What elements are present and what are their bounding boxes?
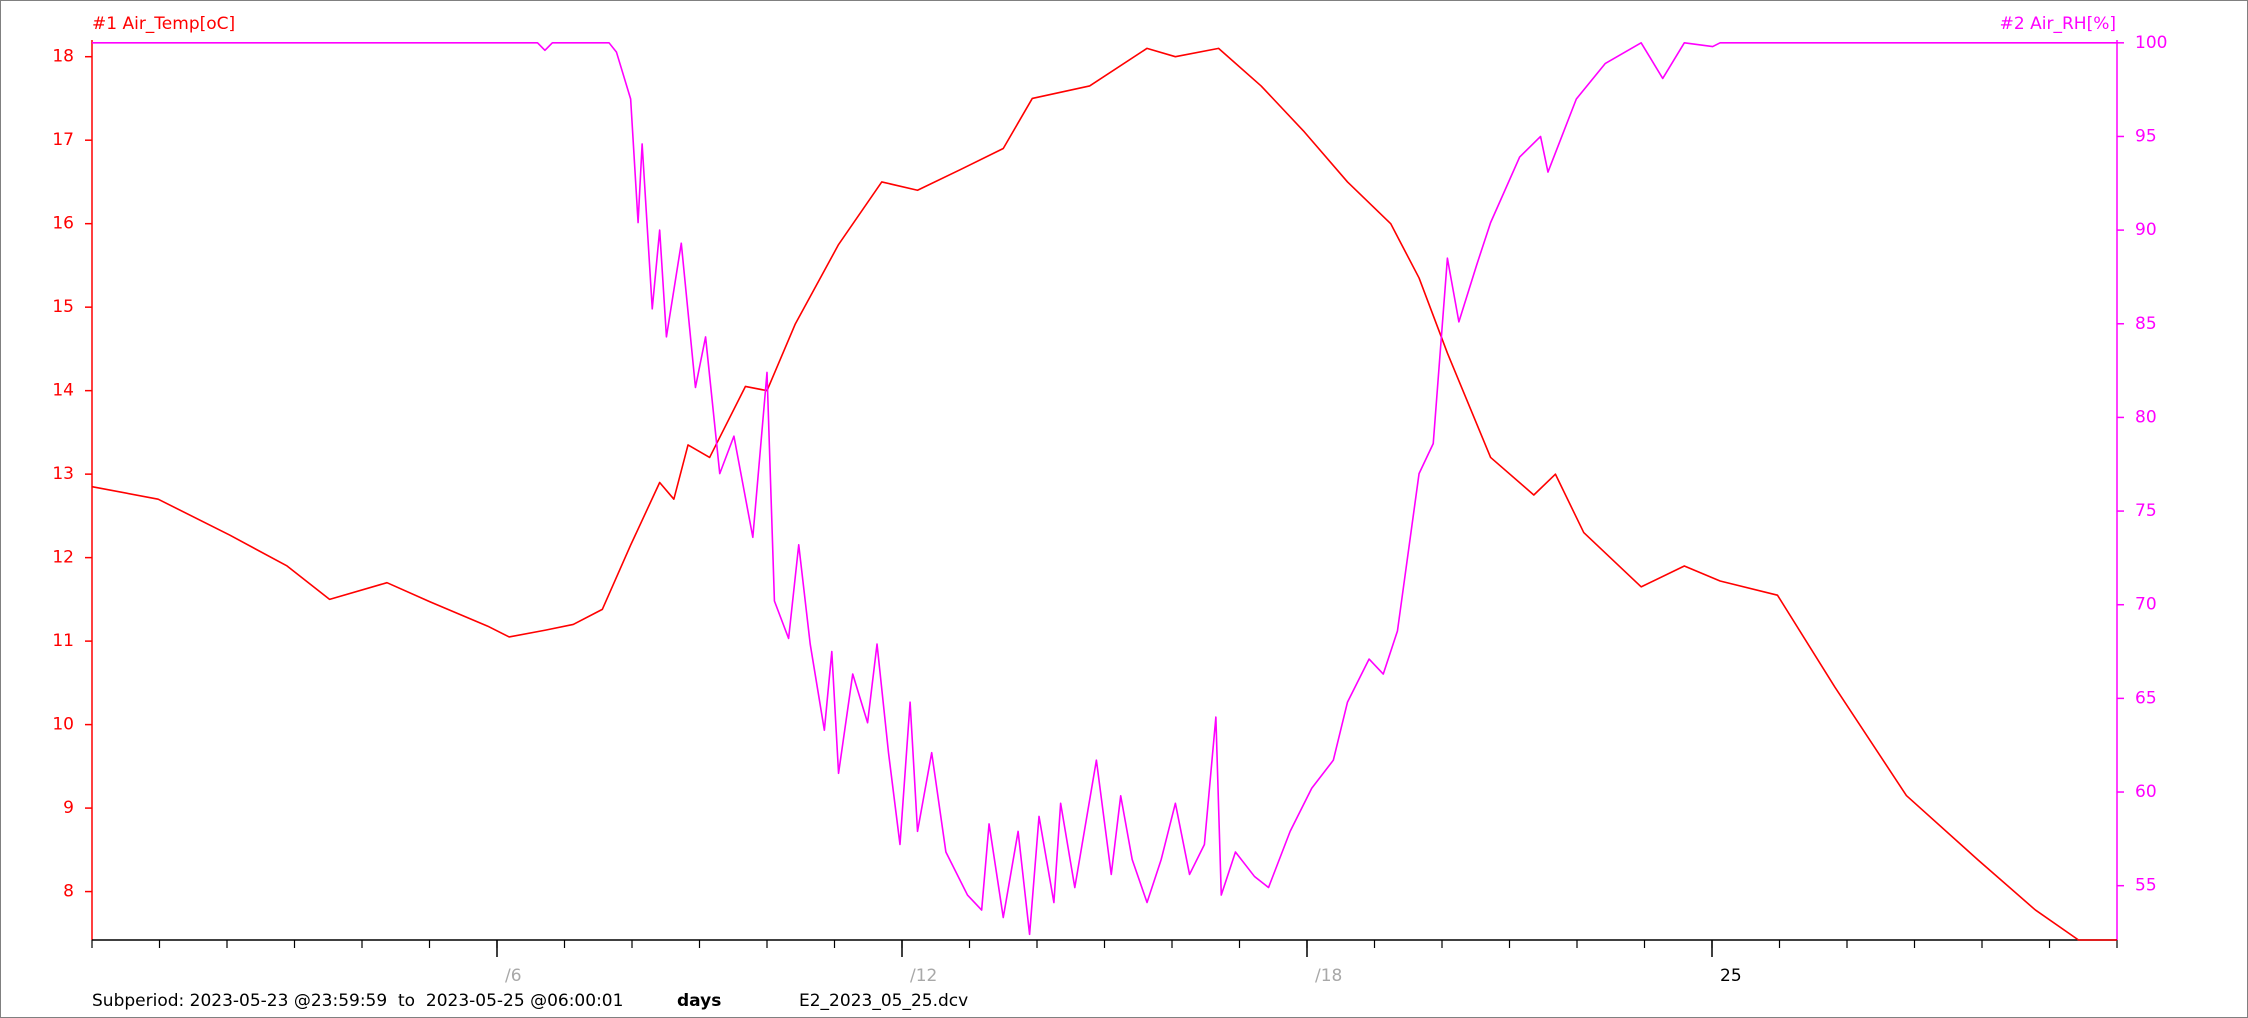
x-tick-label: /18: [1315, 966, 1342, 986]
y2-axis-title: #2 Air_RH[%]: [2000, 14, 2116, 34]
y2-tick-label: 55: [2135, 876, 2157, 896]
subperiod: Subperiod: 2023-05-23 @23:59:59 to 2023-…: [92, 991, 623, 1011]
y-tick-label: 9: [63, 798, 74, 818]
y2-tick-label: 100: [2135, 33, 2167, 53]
y-tick-label: 12: [52, 548, 74, 568]
y2-tick-label: 65: [2135, 688, 2157, 708]
y2-tick-label: 75: [2135, 501, 2157, 521]
x-tick-label: 25: [1720, 966, 1742, 986]
y2-tick-label: 95: [2135, 126, 2157, 146]
x-tick-label: /12: [910, 966, 937, 986]
y-tick-label: 8: [63, 882, 74, 902]
x-tick-label: /6: [505, 966, 522, 986]
y-tick-label: 15: [52, 297, 74, 317]
y-tick-label: 10: [52, 715, 74, 735]
y-tick-label: 18: [52, 47, 74, 67]
y-tick-label: 16: [52, 214, 74, 234]
x-unit: days: [677, 991, 721, 1011]
y2-tick-label: 85: [2135, 314, 2157, 334]
y2-tick-label: 90: [2135, 220, 2157, 240]
y-tick-label: 14: [52, 381, 74, 401]
y2-tick-label: 70: [2135, 595, 2157, 615]
data-line: [92, 42, 2117, 936]
y-tick-label: 13: [52, 464, 74, 484]
file-name: E2_2023_05_25.dcv: [799, 991, 968, 1011]
y2-tick-label: 80: [2135, 407, 2157, 427]
y-tick-label: 11: [52, 631, 74, 651]
data-line: [91, 47, 2117, 941]
y2-tick-label: 60: [2135, 782, 2157, 802]
y-tick-label: 17: [52, 130, 74, 150]
y-axis-title: #1 Air_Temp[oC]: [92, 14, 235, 34]
